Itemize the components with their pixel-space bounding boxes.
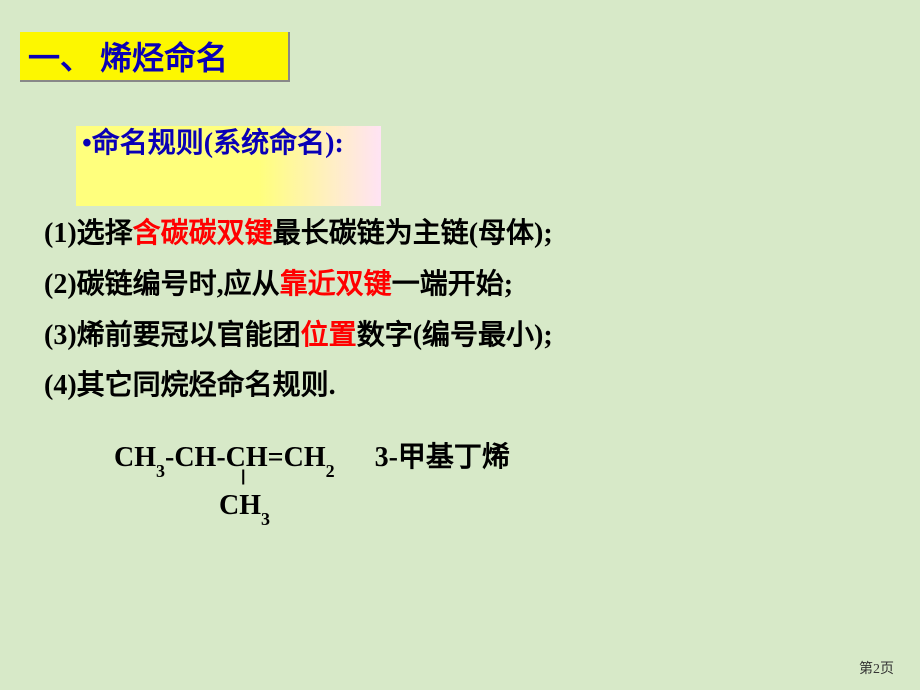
rule-4: (4)其它同烷烃命名规则.	[44, 364, 874, 409]
ex-ch: CH	[114, 442, 156, 473]
rule-2-pre: 碳链编号时,应从	[77, 269, 280, 300]
rule-1-highlight: 含碳碳双键	[133, 218, 273, 249]
rule-1-post: 最长碳链为主链(母体);	[273, 218, 553, 249]
rule-2: (2)碳链编号时,应从靠近双键一端开始;	[44, 263, 874, 308]
ex-ch3: CH	[219, 490, 261, 521]
example-vertical-bond: |	[241, 468, 245, 486]
rule-3-num: (3)	[44, 320, 77, 351]
rule-2-num: (2)	[44, 269, 77, 300]
rule-1-pre: 选择	[77, 218, 133, 249]
slide-background: 一、 烯烃命名 •命名规则(系统命名): (1)选择含碳碳双键最长碳链为主链(母…	[0, 0, 920, 690]
title-text: 一、 烯烃命名	[28, 33, 228, 79]
rule-3-post: 数字(编号最小);	[357, 320, 553, 351]
example-line-1: CH3-CH-CH=CH2 3-甲基丁烯	[114, 435, 510, 478]
example-structure: CH3-CH-CH=CH2 3-甲基丁烯 | CH3	[114, 435, 510, 478]
rule-1-num: (1)	[44, 218, 77, 249]
rule-3: (3)烯前要冠以官能团位置数字(编号最小);	[44, 314, 874, 359]
example-formula: CH3-CH-CH=CH2	[114, 442, 335, 478]
title-box: 一、 烯烃命名	[20, 32, 290, 82]
rule-4-num: (4)	[44, 370, 77, 401]
rule-2-highlight: 靠近双键	[280, 269, 392, 300]
ex-sub3a: 3	[156, 461, 165, 481]
rule-4-pre: 其它同烷烃命名规则.	[77, 370, 336, 401]
rule-3-highlight: 位置	[301, 320, 357, 351]
rule-2-post: 一端开始;	[392, 269, 513, 300]
rule-3-pre: 烯前要冠以官能团	[77, 320, 301, 351]
subtitle-box: •命名规则(系统命名):	[76, 126, 381, 206]
ex-sub2: 2	[326, 461, 335, 481]
rules-block: (1)选择含碳碳双键最长碳链为主链(母体); (2)碳链编号时,应从靠近双键一端…	[44, 212, 874, 415]
example-substituent: CH3	[219, 490, 270, 526]
subtitle-text: •命名规则(系统命名):	[82, 126, 375, 162]
page-number: 第2页	[859, 658, 894, 678]
rule-1: (1)选择含碳碳双键最长碳链为主链(母体);	[44, 212, 874, 257]
ex-sub3b: 3	[261, 509, 270, 529]
example-name: 3-甲基丁烯	[375, 435, 510, 475]
